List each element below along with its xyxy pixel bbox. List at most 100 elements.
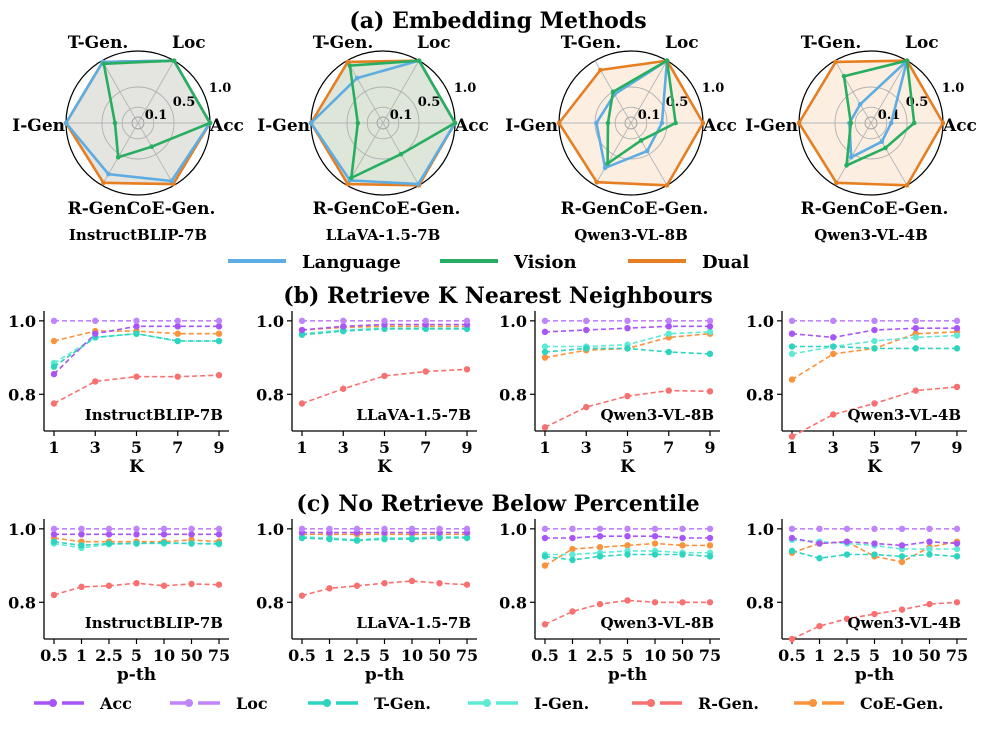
data-point-t-gen [326, 535, 333, 543]
data-point-loc [706, 317, 714, 325]
radar-spoke [137, 122, 175, 186]
data-point-coe-gen [541, 354, 549, 361]
data-point-t-gen [788, 343, 796, 350]
radar-axis-label: CoE-Gen. [860, 199, 949, 219]
x-tick-label: 1 [296, 438, 307, 457]
metric-legend: Acc Loc T-Gen. I-Gen. R-Gen. CoE-Gen. [34, 694, 944, 713]
data-point-t-gen [463, 534, 471, 542]
x-tick-label: 0.5 [778, 646, 806, 665]
data-point-loc [340, 317, 347, 325]
data-point-r-gen [422, 368, 429, 375]
data-point-coe-gen [898, 558, 906, 566]
data-point-acc [816, 540, 823, 547]
data-point-acc [788, 330, 796, 337]
y-tick-label: 1.0 [256, 312, 284, 331]
x-tick-label: 10 [891, 646, 913, 665]
x-axis-label: p-th [855, 665, 894, 685]
radar-ring-label: 1.0 [702, 81, 725, 96]
data-point-t-gen [912, 345, 919, 352]
panel-model-label: Qwen3-VL-8B [600, 406, 714, 424]
data-point-acc [298, 326, 306, 334]
panel-model-label: InstructBLIP-7B [85, 406, 223, 424]
y-tick-label: 0.8 [746, 385, 774, 404]
data-point-t-gen [50, 363, 58, 370]
radar-point-dual [345, 181, 351, 187]
radar-ring-label: 0.5 [418, 95, 441, 110]
data-point-loc [381, 317, 388, 325]
data-point-acc [133, 531, 140, 538]
radar-ring-label: 0.1 [638, 108, 661, 123]
x-tick-label: 5 [622, 438, 633, 457]
x-tick-label: 75 [208, 646, 230, 665]
data-point-i-gen [953, 545, 961, 553]
radar-point-language [169, 178, 174, 184]
x-tick-label: 2.5 [833, 646, 861, 665]
data-point-loc [353, 525, 361, 533]
radar-axis-label: T-Gen. [801, 33, 862, 53]
radar-point-dual [556, 120, 562, 126]
data-point-r-gen [408, 577, 416, 585]
data-point-t-gen [953, 345, 961, 352]
data-point-r-gen [871, 610, 878, 618]
x-tick-label: 1 [814, 646, 825, 665]
data-point-r-gen [843, 615, 851, 623]
x-tick-label: 5 [379, 646, 390, 665]
data-point-loc [541, 317, 549, 325]
panel-model-label: Qwen3-VL-4B [847, 406, 961, 424]
x-axis-label: K [377, 457, 393, 477]
data-point-r-gen [298, 592, 306, 599]
x-tick-label: 1 [76, 646, 87, 665]
data-point-r-gen [788, 433, 796, 440]
radar-point-vision [605, 120, 611, 126]
radar-point-vision [398, 151, 404, 157]
legend-marker-loc [185, 699, 193, 707]
data-point-i-gen [953, 332, 961, 339]
radar-axis-label: Loc [905, 33, 939, 53]
radar-axis-label: Acc [702, 116, 737, 136]
radar-spoke [101, 60, 139, 124]
radar-ring-label: 0.1 [390, 108, 413, 123]
legend-label-r-gen: R-Gen. [698, 694, 759, 713]
data-point-i-gen [665, 330, 672, 337]
data-point-loc [50, 317, 58, 325]
percentile-panels: 0.81.00.5 1 2.5 5 10 50 75p-thInstructBLIP-7B0… [8, 519, 968, 685]
data-point-acc [50, 531, 58, 538]
data-point-coe-gen [174, 330, 181, 337]
panel-model-label: InstructBLIP-7B [85, 614, 223, 632]
data-point-acc [898, 542, 906, 549]
y-tick-label: 0.8 [8, 385, 36, 404]
data-point-t-gen [422, 325, 429, 333]
data-point-r-gen [541, 424, 549, 431]
x-tick-label: 1 [539, 438, 550, 457]
data-point-acc [105, 531, 113, 538]
radar-point-dual [796, 120, 802, 126]
radar-axis-label: CoE-Gen. [127, 199, 216, 219]
data-point-r-gen [706, 388, 714, 395]
radar-point-dual [834, 180, 839, 186]
radar-point-vision [416, 58, 422, 63]
data-point-loc [665, 317, 672, 325]
data-point-loc [679, 525, 686, 533]
data-point-coe-gen [679, 542, 686, 549]
panel-model-label: Qwen3-VL-8B [600, 614, 714, 632]
radar-point-vision [610, 89, 616, 95]
x-tick-label: 3 [581, 438, 592, 457]
radar-model-label: Qwen3-VL-4B [814, 226, 928, 244]
radar-point-vision [883, 145, 888, 151]
data-point-t-gen [843, 551, 851, 558]
data-point-r-gen [133, 579, 140, 587]
data-point-t-gen [706, 350, 714, 358]
data-point-i-gen [926, 545, 933, 553]
radar-point-language [602, 165, 608, 171]
data-point-loc [898, 525, 906, 533]
radar-spoke [594, 122, 632, 186]
data-point-loc [871, 525, 878, 533]
x-tick-label: 75 [946, 646, 968, 665]
data-point-t-gen [381, 325, 388, 333]
data-point-acc [926, 538, 933, 545]
data-point-t-gen [926, 551, 933, 558]
series-line-i-gen [53, 332, 219, 364]
data-point-coe-gen [788, 376, 796, 383]
data-point-r-gen [463, 366, 471, 373]
data-point-loc [422, 317, 429, 325]
